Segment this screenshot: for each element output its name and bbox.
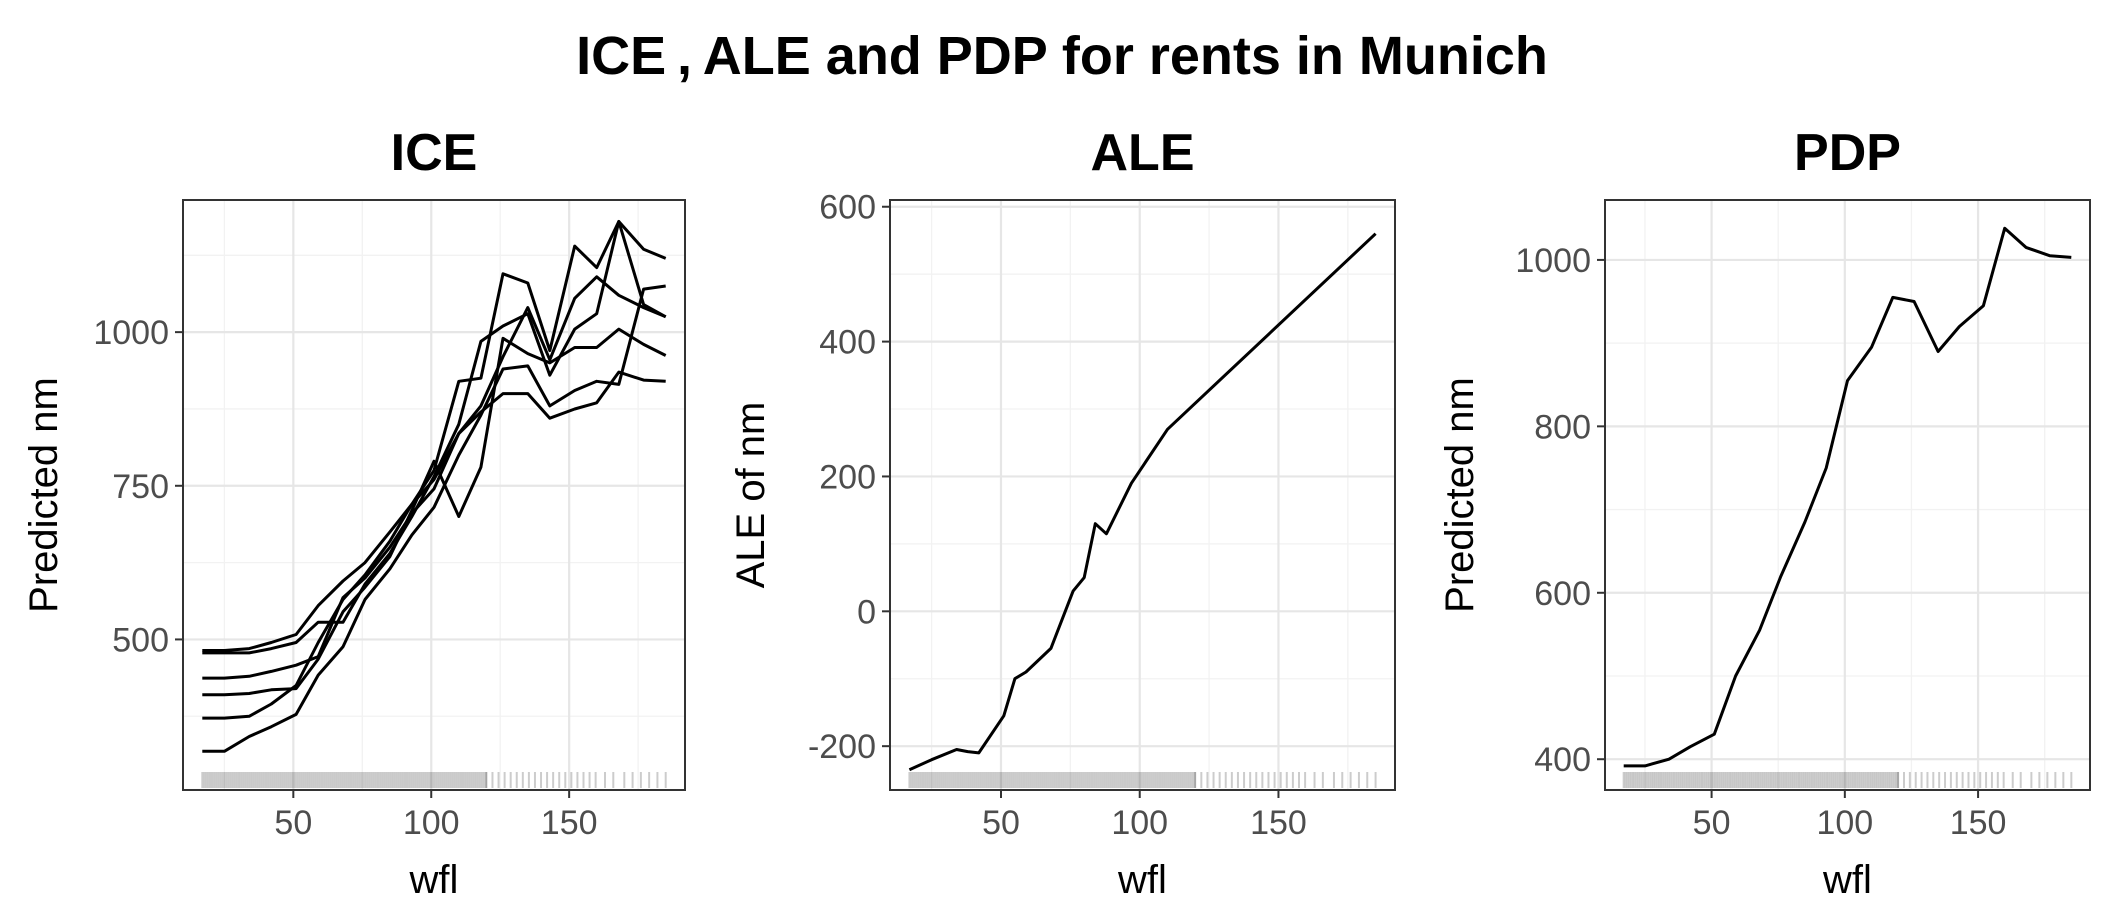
pdp-y-axis-label: Predicted nm xyxy=(1438,377,1482,613)
ale-y-axis-label: ALE of nm xyxy=(729,402,773,589)
pdp-x-tick-label: 100 xyxy=(1816,804,1873,842)
ale-y-tick-label: 200 xyxy=(819,458,876,496)
ice-x-tick-label: 150 xyxy=(541,804,598,842)
ice-series-line-2 xyxy=(202,220,667,655)
ice-series-line-5 xyxy=(202,370,666,720)
ale-y-tick-label: 400 xyxy=(819,324,876,362)
pdp-y-tick-label: 600 xyxy=(1534,575,1591,613)
ice-y-tick-label: 750 xyxy=(112,468,169,506)
panel-ice: 50 100 150 500 750 1000 ICE wfl Predicted nm xyxy=(22,124,686,902)
ice-y-tick-label: 500 xyxy=(112,621,169,659)
ale-series-line-1 xyxy=(908,232,1377,772)
ale-plot-frame xyxy=(889,199,1396,791)
main-title: ICE , ALE and PDP for rents in Munich xyxy=(576,26,1548,86)
ice-y-axis-label: Predicted nm xyxy=(22,377,66,613)
ale-x-tick-label: 100 xyxy=(1111,804,1168,842)
pdp-series-line-1 xyxy=(1623,226,2072,768)
ice-series-line-3 xyxy=(202,275,667,680)
pdp-x-axis-label: wfl xyxy=(1822,858,1872,902)
ice-y-tick-label: 1000 xyxy=(93,314,169,352)
ale-x-tick-label: 50 xyxy=(982,804,1020,842)
ice-plot-frame xyxy=(182,199,686,791)
pdp-x-tick-label: 150 xyxy=(1950,804,2007,842)
ice-series-line-4 xyxy=(202,327,667,697)
ale-x-tick-label: 150 xyxy=(1250,804,1307,842)
ale-y-tick-label: 0 xyxy=(857,593,876,631)
pdp-y-tick-label: 800 xyxy=(1534,408,1591,446)
pdp-y-tick-label: 400 xyxy=(1534,741,1591,779)
ale-y-tick-label: 600 xyxy=(819,189,876,227)
ice-x-axis-label: wfl xyxy=(409,858,459,902)
pdp-x-tick-label: 50 xyxy=(1693,804,1731,842)
panel-ale: 50 100 150 -200 0 200 400 600 ALE wfl ALE of nm xyxy=(729,124,1396,902)
ice-series-line-6 xyxy=(202,284,666,753)
panel-pdp: 50 100 150 400 600 800 1000 PDP wfl Predicted nm xyxy=(1438,124,2091,902)
pdp-y-tick-label: 1000 xyxy=(1515,242,1591,280)
ale-panel-title: ALE xyxy=(1091,124,1195,182)
ice-series-line-1 xyxy=(202,220,667,652)
pdp-plot-frame xyxy=(1604,199,2091,791)
ice-panel-title: ICE xyxy=(391,124,478,182)
ale-y-tick-label: -200 xyxy=(808,728,876,766)
ale-x-axis-label: wfl xyxy=(1117,858,1167,902)
pdp-panel-title: PDP xyxy=(1794,124,1901,182)
ice-x-tick-label: 100 xyxy=(403,804,460,842)
ice-x-tick-label: 50 xyxy=(274,804,312,842)
